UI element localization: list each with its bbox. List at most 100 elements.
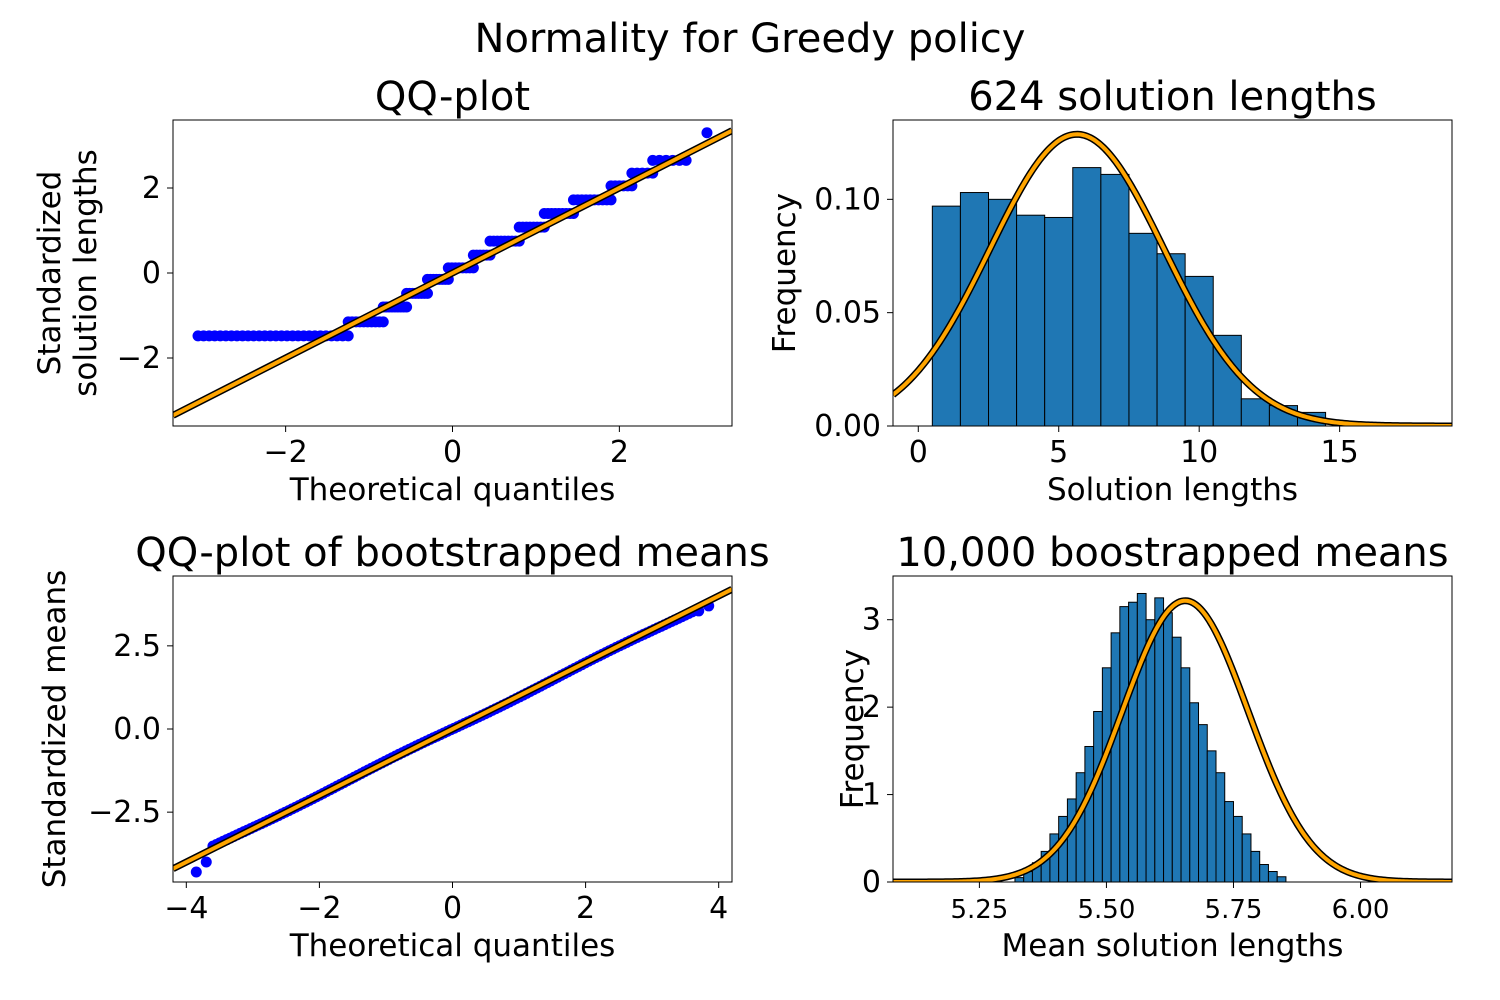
qq1-x-tick-label: 0 (443, 435, 462, 470)
qq2-y-tick-label: −2.5 (88, 795, 161, 830)
qq2-x-tick-label: 0 (443, 891, 462, 926)
hist2-bar (1110, 632, 1121, 882)
hist1-x-tick-label: 0 (909, 435, 928, 470)
hist2-title: 10,000 boostrapped means (896, 530, 1448, 576)
qq1-panel: −2 0 2 −2 0 2 QQ-plot Theoretical quantiles Stan… (32, 74, 733, 508)
hist1-panel: 0 5 10 15 0.00 0.05 0.10 624 solution lengths So… (767, 74, 1453, 508)
hist2-frame (892, 575, 1453, 883)
hist2-bar (1189, 702, 1200, 882)
hist2-bar (1232, 815, 1243, 882)
qq1-x-tick-label: 2 (610, 435, 629, 470)
hist2-bar (1136, 592, 1147, 882)
qq1-y-tick-label: 2 (142, 171, 161, 206)
qq1-y-axis-label: solution lengths (68, 149, 104, 397)
qq1-x-axis-label: Theoretical quantiles (289, 472, 616, 508)
qq2-title: QQ-plot of bootstrapped means (135, 530, 769, 576)
hist1-fit-curve (893, 132, 1452, 426)
qq2-y-axis-label: Standardized means (37, 570, 73, 889)
hist2-bar (1180, 667, 1191, 882)
hist1-bar (1100, 173, 1130, 426)
hist2-bar (1075, 772, 1086, 882)
hist2-y-tick-label: 2 (862, 690, 881, 725)
hist2-bar (1250, 850, 1261, 882)
hist2-bar (1084, 745, 1095, 882)
hist2-bar (1093, 711, 1103, 882)
hist1-y-axis-label: Frequency (767, 193, 803, 353)
hist1-bar (1240, 398, 1270, 426)
hist2-bar (1224, 801, 1234, 882)
hist1-bar (988, 198, 1018, 426)
hist2-bar (1154, 597, 1165, 882)
qq1-x-tick-label: −2 (264, 435, 308, 470)
hist2-bar (1171, 636, 1182, 882)
qq1-y-tick-label: 0 (142, 256, 161, 291)
qq2-point (190, 866, 202, 878)
hist2-bar (1259, 864, 1269, 882)
hist2-bar (1267, 871, 1278, 882)
hist2-x-axis-label: Mean solution lengths (1002, 928, 1344, 964)
qq1-reference-line (173, 128, 732, 418)
hist2-panel: 5.25 5.50 5.75 6.00 0 1 2 3 10,000 boostrapped m… (835, 530, 1453, 964)
qq2-plot-area (173, 586, 732, 878)
qq1-y-tick-label: −2 (117, 341, 161, 376)
hist1-x-tick-label: 10 (1180, 435, 1218, 470)
hist2-x-tick-label: 5.75 (1205, 895, 1263, 925)
hist2-plot-area (893, 592, 1452, 882)
hist2-bar (1206, 750, 1217, 882)
qq2-reference-line (173, 587, 732, 871)
qq1-point (342, 330, 354, 342)
qq2-x-tick-label: 4 (709, 891, 728, 926)
hist2-bar (1276, 876, 1287, 882)
qq1-title: QQ-plot (375, 74, 530, 120)
hist2-bar (1058, 815, 1068, 882)
qq2-point (200, 856, 212, 868)
qq1-plot-area (173, 127, 732, 419)
hist2-y-tick-label: 3 (862, 603, 881, 638)
hist1-x-tick-label: 15 (1321, 435, 1359, 470)
qq2-x-tick-label: 2 (576, 891, 595, 926)
hist1-title: 624 solution lengths (968, 74, 1377, 120)
hist2-bar (1014, 877, 1025, 882)
hist2-bar (1066, 798, 1077, 882)
qq1-point (401, 301, 413, 313)
hist2-bar (1128, 601, 1138, 882)
hist2-bar (1101, 667, 1112, 882)
qq2-x-tick-label: −4 (164, 891, 208, 926)
hist1-bar (959, 192, 990, 426)
qq2-y-tick-label: 0.0 (113, 712, 161, 747)
qq2-y-tick-label: 2.5 (113, 629, 161, 664)
hist2-fit-curve (893, 598, 1452, 882)
hist2-x-tick-label: 5.25 (950, 895, 1008, 925)
hist2-bar (1198, 724, 1208, 882)
qq1-point (701, 127, 713, 139)
hist1-plot-area (893, 130, 1452, 426)
hist2-bar (1119, 606, 1130, 882)
hist1-bar (1016, 214, 1046, 426)
hist1-y-tick-label: 0.10 (814, 182, 881, 217)
hist2-bar (1145, 619, 1156, 882)
hist2-x-tick-label: 5.50 (1077, 895, 1135, 925)
hist2-y-tick-label: 1 (862, 778, 881, 813)
figure-title: Normality for Greedy policy (475, 16, 1026, 62)
hist1-frame (892, 119, 1453, 427)
qq2-panel: −4 −2 0 2 4 −2.5 0.0 2.5 QQ-plot of bootstrapped… (37, 530, 770, 964)
hist2-y-axis-label: Frequency (835, 649, 871, 809)
chart-panels: −2 0 2 −2 0 2 QQ-plot Theoretical quantiles Stan… (32, 74, 1453, 964)
hist2-bar (1163, 612, 1173, 882)
qq2-x-tick-label: −2 (297, 891, 341, 926)
hist1-y-tick-label: 0.05 (814, 296, 881, 331)
hist1-bar (1044, 216, 1074, 426)
qq1-y-axis-label: Standardized (32, 171, 68, 376)
hist1-x-axis-label: Solution lengths (1047, 472, 1298, 508)
hist2-y-tick-label: 0 (862, 865, 881, 900)
hist1-x-tick-label: 5 (1049, 435, 1068, 470)
hist2-bar (1241, 833, 1252, 882)
hist2-bar (1215, 772, 1226, 882)
qq2-x-axis-label: Theoretical quantiles (289, 928, 616, 964)
hist1-bar (1128, 232, 1158, 426)
hist1-bar (1072, 167, 1102, 426)
hist1-y-tick-label: 0.00 (814, 409, 881, 444)
hist2-x-tick-label: 6.00 (1332, 895, 1390, 925)
qq1-point (377, 316, 389, 328)
